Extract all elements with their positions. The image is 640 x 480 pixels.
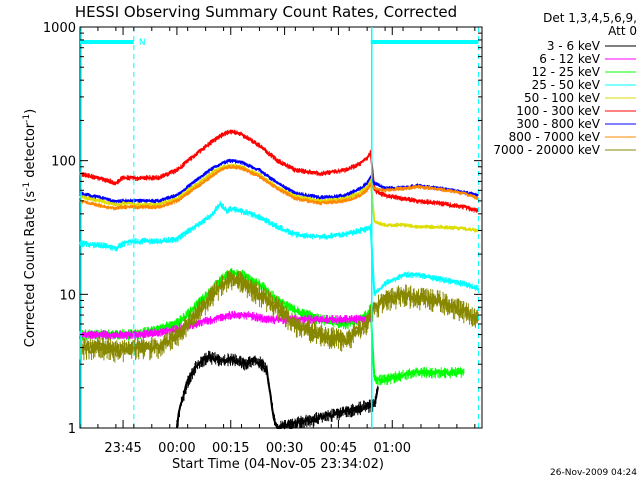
- legend-header-2: Att 0: [608, 24, 637, 38]
- y-tick-label-3: 1000: [43, 21, 76, 36]
- x-tick-label-0: 23:45: [104, 441, 141, 456]
- y-axis-label: Corrected Count Rate (s-1 detector-1): [22, 109, 38, 347]
- series-7000-20000-keV: [79, 269, 480, 363]
- y-tick-label-0: 1: [68, 422, 76, 437]
- legend-label-7: 800 - 7000 keV: [509, 130, 601, 144]
- series-line-7: [79, 274, 480, 360]
- legend-label-6: 300 - 800 keV: [516, 117, 600, 131]
- legend-label-8: 7000 - 20000 keV: [493, 143, 600, 157]
- night-bars: N: [80, 38, 479, 48]
- y-tick-label-1: 10: [59, 288, 76, 303]
- x-tick-label-5: 01:00: [374, 441, 411, 456]
- night-flag-label: N: [139, 38, 146, 48]
- y-tick-label-2: 100: [51, 155, 76, 170]
- legend-label-1: 6 - 12 keV: [539, 52, 601, 66]
- series-layer: [79, 129, 480, 430]
- x-tick-label-1: 00:00: [158, 441, 195, 456]
- series-50-100-keV: [79, 163, 479, 233]
- legend-label-3: 25 - 50 keV: [532, 78, 601, 92]
- series-band-4: [79, 200, 479, 297]
- x-axis-label: Start Time (04-Nov-05 23:34:02): [172, 457, 384, 472]
- x-tick-label-2: 00:15: [212, 441, 249, 456]
- series-line-2: [79, 164, 479, 232]
- series-line-3: [79, 165, 479, 210]
- time-markers: [80, 27, 479, 428]
- legend-label-0: 3 - 6 keV: [547, 39, 601, 53]
- x-tick-label-3: 00:30: [266, 441, 303, 456]
- series-25-50-keV: [79, 200, 480, 297]
- series-line-4: [79, 203, 480, 295]
- footer-timestamp: 26-Nov-2009 04:24: [550, 468, 637, 478]
- series-band-2: [79, 163, 479, 233]
- axes: 23:45 00:00 00:15 00:30 00:45 01:00 1 10 100 1000: [43, 21, 482, 456]
- series-band-1: [79, 158, 479, 205]
- series-line-1: [79, 158, 479, 204]
- chart-title: HESSI Observing Summary Count Rates, Cor…: [75, 3, 457, 21]
- series-3-6-keV: [175, 350, 379, 430]
- legend-label-2: 12 - 25 keV: [532, 65, 601, 79]
- legend-header-1: Det 1,3,4,5,6,9,: [543, 11, 637, 25]
- series-800-7000-keV: [79, 164, 479, 211]
- series-line-0: [79, 130, 479, 212]
- x-tick-label-4: 00:45: [320, 441, 357, 456]
- legend-label-4: 50 - 100 keV: [524, 91, 601, 105]
- series-line-6: [79, 312, 372, 340]
- legend-label-5: 100 - 300 keV: [516, 104, 600, 118]
- series-300-800-keV: [79, 158, 479, 205]
- series-100-300-keV: [79, 129, 479, 213]
- series-band-8: [176, 350, 379, 428]
